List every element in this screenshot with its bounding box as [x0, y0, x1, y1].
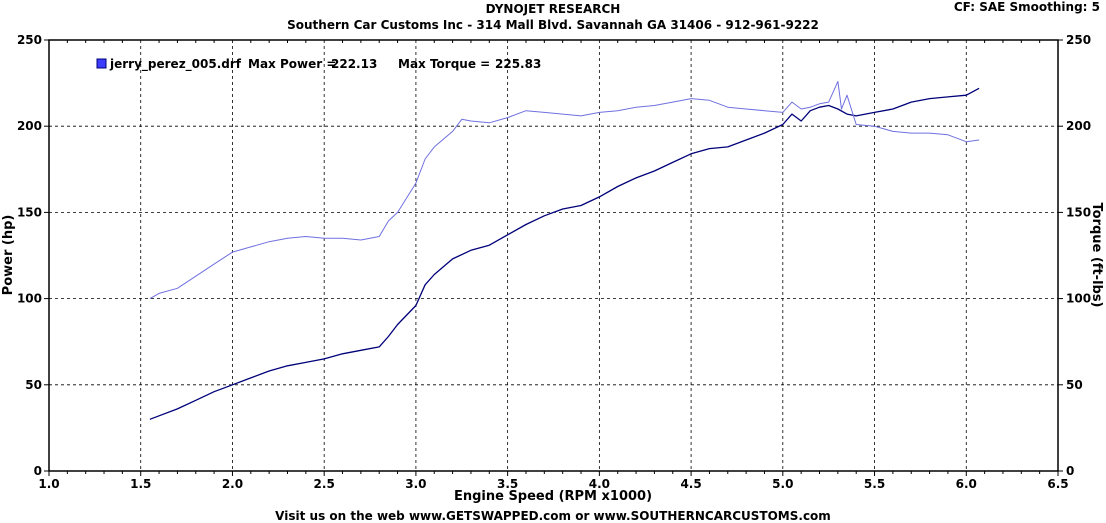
settings-label: CF: SAE Smoothing: 5 [953, 0, 1100, 14]
y-tick-label-right: 150 [1066, 205, 1091, 219]
y-tick-label-right: 250 [1066, 33, 1091, 47]
x-tick-label: 5.5 [864, 477, 885, 491]
y-tick-label-left: 200 [17, 119, 42, 133]
y-tick-label-left: 50 [25, 378, 42, 392]
y-tick-label-right: 0 [1066, 464, 1074, 478]
y-tick-label-left: 0 [34, 464, 42, 478]
chart-title: DYNOJET RESEARCH [485, 2, 621, 16]
grid [49, 40, 1058, 471]
legend-max-power-label: Max Power = [248, 57, 336, 71]
x-tick-label: 6.5 [1047, 477, 1068, 491]
y-tick-label-left: 250 [17, 33, 42, 47]
y-tick-label-left: 100 [17, 292, 42, 306]
y-tick-label-left: 150 [17, 205, 42, 219]
x-axis-title: Engine Speed (RPM x1000) [454, 489, 652, 504]
torque-curve [149, 80, 980, 300]
legend: jerry_perez_005.drf Max Power = 222.13 M… [96, 57, 541, 72]
legend-max-torque-value: 225.83 [495, 57, 541, 71]
x-tick-label: 3.5 [497, 477, 518, 491]
x-tick-label: 1.5 [130, 477, 151, 491]
legend-run-name: jerry_perez_005.drf [109, 57, 242, 72]
x-tick-label: 2.5 [314, 477, 335, 491]
footer-text: Visit us on the web www.GETSWAPPED.com o… [275, 509, 831, 523]
series-group [149, 80, 980, 420]
legend-max-torque-label: Max Torque = [398, 57, 490, 71]
axes: 0 0 50 50 100 100 150 150 200 200 250 250 1.0 1.5 2.0 2… [17, 33, 1091, 491]
x-tick-label: 3.0 [405, 477, 426, 491]
plot-area [48, 39, 1059, 472]
y-tick-label-right: 200 [1066, 119, 1091, 133]
x-tick-label: 6.0 [956, 477, 977, 491]
power-curve [149, 87, 980, 420]
y-axis-title-left: Power (hp) [1, 215, 16, 296]
y-tick-label-right: 50 [1066, 378, 1083, 392]
x-tick-label: 2.0 [222, 477, 243, 491]
y-axis-title-right: Torque (ft-lbs) [1089, 202, 1104, 307]
x-tick-label: 5.0 [772, 477, 793, 491]
x-tick-label: 4.5 [680, 477, 701, 491]
y-tick-label-right: 100 [1066, 292, 1091, 306]
chart-subtitle: Southern Car Customs Inc - 314 Mall Blvd… [287, 18, 819, 32]
x-tick-label: 1.0 [38, 477, 59, 491]
x-tick-label: 4.0 [589, 477, 610, 491]
legend-max-power-value: 222.13 [331, 57, 377, 71]
legend-swatch [96, 58, 107, 69]
